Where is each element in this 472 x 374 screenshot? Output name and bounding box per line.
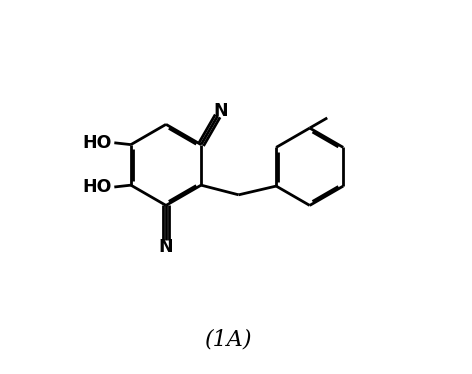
Text: HO: HO — [82, 178, 111, 196]
Text: HO: HO — [82, 134, 111, 152]
Text: (1A): (1A) — [205, 329, 253, 351]
Text: N: N — [159, 238, 173, 256]
Text: N: N — [213, 102, 228, 120]
